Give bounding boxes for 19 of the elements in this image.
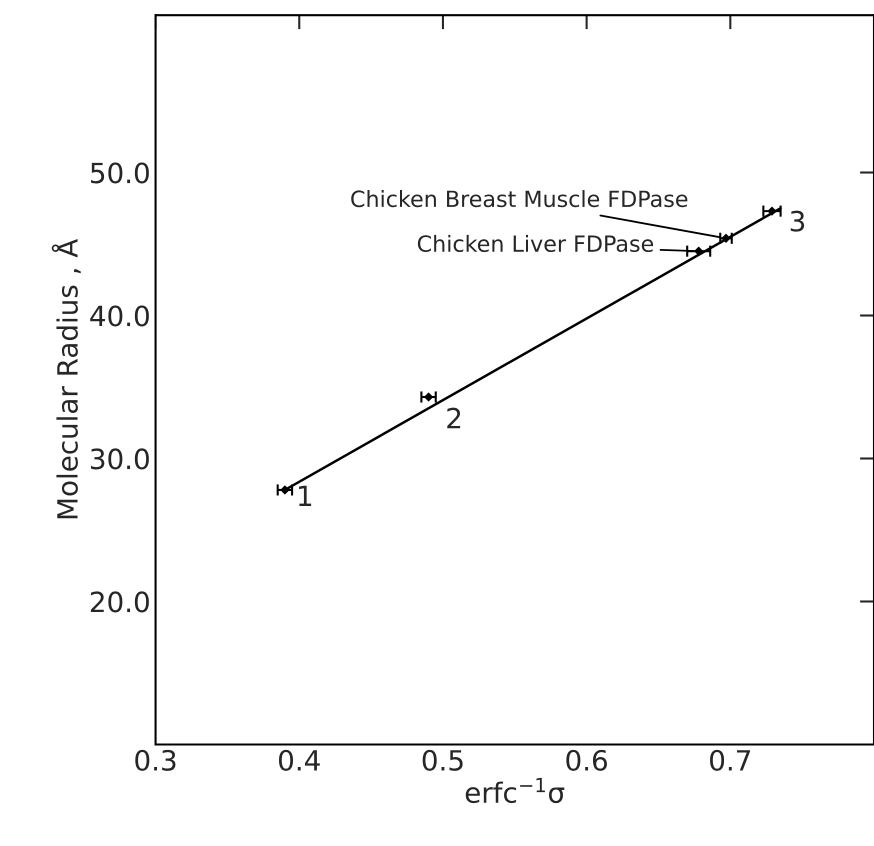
x-axis-title: erfc$^{−1}$σ bbox=[466, 778, 564, 804]
point bbox=[767, 206, 776, 216]
y-axis-title: Molecular Radius , Å bbox=[52, 238, 81, 518]
point bbox=[280, 485, 290, 494]
x-tick-label: 0.6 bbox=[566, 750, 607, 771]
y-tick-label: 30.0 bbox=[90, 448, 149, 470]
annotation: 3 bbox=[790, 210, 804, 232]
x-tick-label: 0.4 bbox=[279, 750, 320, 771]
annotation: 2 bbox=[447, 408, 460, 428]
annotation: Chicken Breast Muscle FDPase bbox=[351, 190, 688, 208]
y-tick-label: 20.0 bbox=[90, 591, 149, 612]
y-tick-label: 40.0 bbox=[90, 305, 149, 326]
annotation: 1 bbox=[299, 486, 312, 506]
y-tick-label: 50.0 bbox=[91, 162, 149, 184]
x-tick-label: 0.7 bbox=[710, 750, 750, 771]
point bbox=[424, 392, 434, 402]
x-tick-label: 0.5 bbox=[422, 750, 463, 771]
annotation: Chicken Liver FDPase bbox=[418, 234, 654, 252]
x-tick-label: 0.3 bbox=[135, 750, 176, 771]
